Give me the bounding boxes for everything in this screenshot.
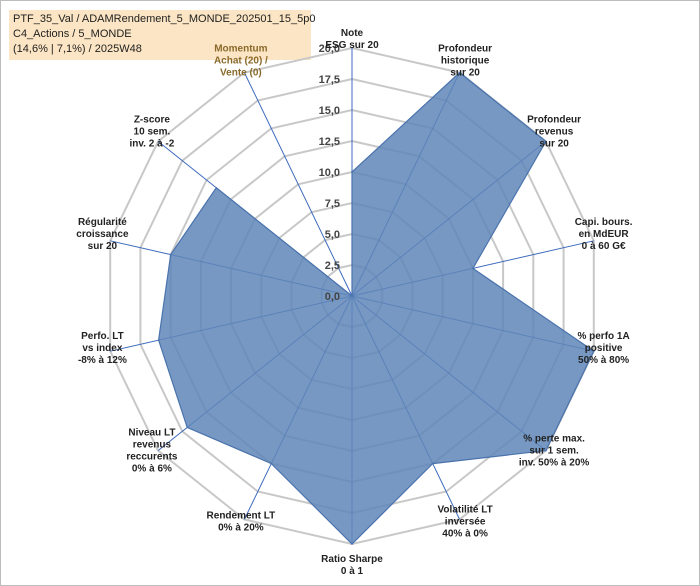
series-point-11 [169,253,172,256]
chart-title-line-1: PTF_35_Val / ADAMRendement_5_MONDE_20250… [13,13,316,25]
axis-label-0-line-1: ESG sur 20 [325,40,379,51]
tick-label-5: 12,5 [319,136,340,148]
axis-label-4-line-1: positive [585,343,623,354]
axis-label-2-line-0: Profondeur [527,114,581,125]
axis-label-2: Profondeur revenus sur 20 [527,114,581,149]
tick-label-1: 2,5 [325,260,340,272]
axis-label-9-line-0: Niveau LT [128,428,175,439]
axis-label-0-line-0: Note [341,28,364,39]
series-point-12 [215,187,218,189]
axis-label-6-line-1: inversée [445,517,486,528]
series-point-8 [270,462,273,465]
axis-label-5: % perte max. sur 1 sem. inv. 50% à 20% [519,434,590,469]
series-point-7 [351,543,353,545]
tick-label-3: 7,5 [325,198,340,210]
axis-label-5-line-1: sur 1 sem. [529,446,579,457]
axis-label-3-line-2: 0 à 60 G€ [582,241,626,252]
axis-label-10-line-0: Perfo. LT [81,331,124,342]
axis-label-11: Régularité croissance sur 20 [76,217,129,252]
chart-title-box: PTF_35_Val / ADAMRendement_5_MONDE_20250… [9,10,316,60]
tick-label-7: 17,5 [319,74,340,86]
series-point-4 [593,350,595,353]
axis-label-8-line-1: 0% à 20% [218,523,264,534]
tick-label-2: 5,0 [325,229,340,241]
series-point-6 [431,462,434,465]
series-point-2 [545,140,547,143]
axis-label-4-line-2: 50% à 80% [578,355,629,366]
axis-label-5-line-2: inv. 50% à 20% [519,458,590,469]
axis-label-9-line-1: revenus [133,440,172,451]
radar-axis-labels: Note ESG sur 20 Profondeur historique sur 20… [76,28,632,577]
axis-label-5-line-0: % perte max. [523,434,585,445]
axis-label-12: Z-score 10 sem. inv. 2 à -2 [129,114,174,149]
axis-label-10-line-1: vs index [82,343,122,354]
axis-label-7-line-0: Ratio Sharpe [321,554,383,565]
tick-label-4: 10,0 [319,167,340,179]
axis-label-11-line-2: sur 20 [88,241,118,252]
axis-label-9-line-3: 0% à 6% [132,464,172,475]
tick-label-0: 0,0 [325,291,340,303]
series-point-9 [186,426,188,429]
axis-label-13-line-1: Achat (20) / [214,55,268,66]
axis-label-1-line-2: sur 20 [450,67,480,78]
axis-label-6-line-2: 40% à 0% [442,529,488,540]
axis-label-3: Capi. bours. en MdEUR 0 à 60 G€ [575,217,633,252]
tick-label-8: 20,0 [319,43,340,55]
axis-label-8: Rendement LT 0% à 20% [207,511,276,534]
axis-label-12-line-1: 10 sem. [134,126,171,137]
axis-label-13: Momentum Achat (20) / Vente (0) [214,43,268,78]
axis-spoke-13 [243,72,353,297]
axis-label-11-line-0: Régularité [78,217,127,228]
series-point-5 [545,449,547,452]
tick-label-6: 15,0 [319,105,340,117]
chart-title-line-2: C4_Actions / 5_MONDE [13,28,132,40]
axis-label-1-line-1: historique [441,55,490,66]
axis-label-12-line-2: inv. 2 à -2 [129,138,174,149]
axis-label-7-line-1: 0 à 1 [341,566,364,577]
axis-label-13-line-0: Momentum [214,43,267,54]
radar-tick-labels: 0,0 2,5 5,0 7,5 10,0 12,5 15,0 17,5 20,0 [319,43,340,303]
axis-label-9-line-2: reccurents [126,452,178,463]
radar-series [157,71,595,545]
series-point-10 [157,339,160,341]
axis-label-4: % perfo 1A positive 50% à 80% [577,331,629,366]
axis-label-6-line-0: Volatilité LT [438,505,493,516]
series-point-1 [458,71,461,74]
axis-label-12-line-0: Z-score [134,114,171,125]
axis-label-13-line-2: Vente (0) [220,67,262,78]
axis-label-10-line-2: -8% à 12% [78,355,127,366]
axis-label-6: Volatilité LT inversée 40% à 0% [438,505,493,540]
axis-label-11-line-1: croissance [76,229,129,240]
axis-label-2-line-2: sur 20 [539,138,569,149]
axis-label-8-line-0: Rendement LT [207,511,276,522]
axis-label-7: Ratio Sharpe 0 à 1 [321,554,383,577]
axis-label-10: Perfo. LT vs index -8% à 12% [78,331,127,366]
chart-title-line-3: (14,6% | 7,1%) / 2025W48 [13,43,142,55]
series-point-13 [351,295,353,297]
axis-label-3-line-1: en MdEUR [579,229,630,240]
axis-label-9: Niveau LT revenus reccurents 0% à 6% [126,428,178,475]
axis-label-3-line-0: Capi. bours. [575,217,633,228]
series-point-0 [351,171,353,173]
series-area-0 [157,71,595,545]
axis-label-1-line-0: Profondeur [438,43,492,54]
axis-label-2-line-1: revenus [535,126,574,137]
axis-label-4-line-0: % perfo 1A [577,331,629,342]
series-point-3 [472,267,474,270]
axis-label-0: Note ESG sur 20 [325,28,379,51]
axis-label-1: Profondeur historique sur 20 [438,43,492,78]
